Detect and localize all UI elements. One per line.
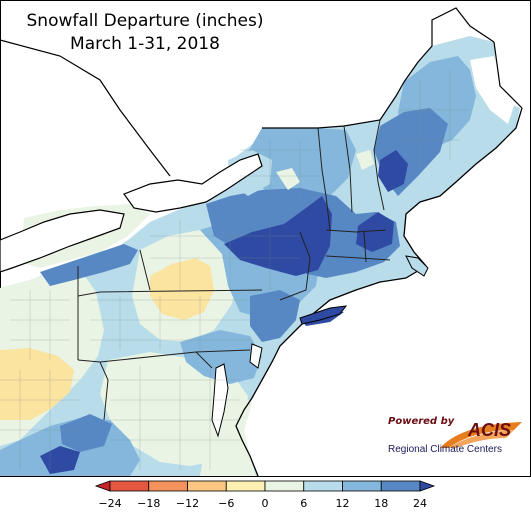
legend-swatch	[148, 480, 188, 492]
legend-tick-label: 24	[413, 497, 427, 510]
legend-swatch	[109, 480, 150, 492]
legend-colorbar: −24 −18 −12 −6 0 6 12 18 24	[94, 480, 436, 510]
logo-subtitle: Regional Climate Centers	[388, 444, 502, 455]
map-title: Snowfall Departure (inches)	[26, 11, 264, 31]
logo-powered-by: Powered by	[388, 416, 455, 427]
legend-swatch	[342, 480, 382, 492]
legend-tick-label: −12	[176, 497, 199, 510]
zone-surplus-lakeshore	[40, 244, 138, 286]
legend-tick-label: −6	[218, 497, 234, 510]
cape-cod	[405, 255, 429, 277]
zone-surplus-nj	[250, 290, 300, 342]
zone-light-nh-small	[356, 150, 374, 170]
legend-tick-label: 6	[300, 497, 307, 510]
delaware-bay	[249, 343, 263, 369]
canada-border	[0, 7, 523, 177]
legend-swatch	[187, 480, 227, 492]
zone-deficit-central-pa	[150, 258, 214, 320]
legend-tick-label: 0	[262, 497, 269, 510]
legend-arrow-left	[94, 480, 111, 492]
long-island	[299, 305, 348, 325]
acis-logo: Powered by ACIS Regional Climate Centers	[382, 414, 522, 460]
atlantic-coastline	[235, 107, 523, 477]
zone-light-vt	[276, 168, 300, 190]
legend-tick-label: 18	[374, 497, 388, 510]
color-legend: −24 −18 −12 −6 0 6 12 18 24	[90, 479, 440, 511]
acis-logo-swoosh-icon	[440, 422, 522, 448]
zone-deficit-ne-corner	[470, 56, 514, 124]
lake-ontario	[123, 153, 263, 213]
legend-tick-label: −24	[98, 497, 121, 510]
county-lines	[0, 70, 470, 470]
zone-surplus-md	[180, 330, 262, 384]
zone-deficit-ohio	[0, 348, 74, 420]
legend-swatch	[303, 480, 343, 492]
zone-max-nh	[378, 150, 408, 192]
zone-surplus-wva	[60, 414, 112, 452]
zone-surplus-ny-upstate	[248, 128, 356, 200]
snowfall-departure-map	[0, 0, 531, 477]
map-frame: Snowfall Departure (inches) March 1-31, …	[0, 0, 531, 477]
legend-swatch	[225, 480, 266, 492]
legend-swatch	[264, 480, 305, 492]
legend-swatch	[380, 480, 421, 492]
legend-tick-label: 12	[336, 497, 350, 510]
legend-arrow-right	[419, 480, 436, 492]
state-boundaries	[77, 119, 391, 421]
lake-erie	[0, 209, 125, 273]
zone-max-ma	[356, 212, 394, 252]
legend-tick-label: −18	[137, 497, 160, 510]
logo-brand: ACIS	[468, 420, 512, 440]
map-date-range: March 1-31, 2018	[70, 34, 220, 54]
